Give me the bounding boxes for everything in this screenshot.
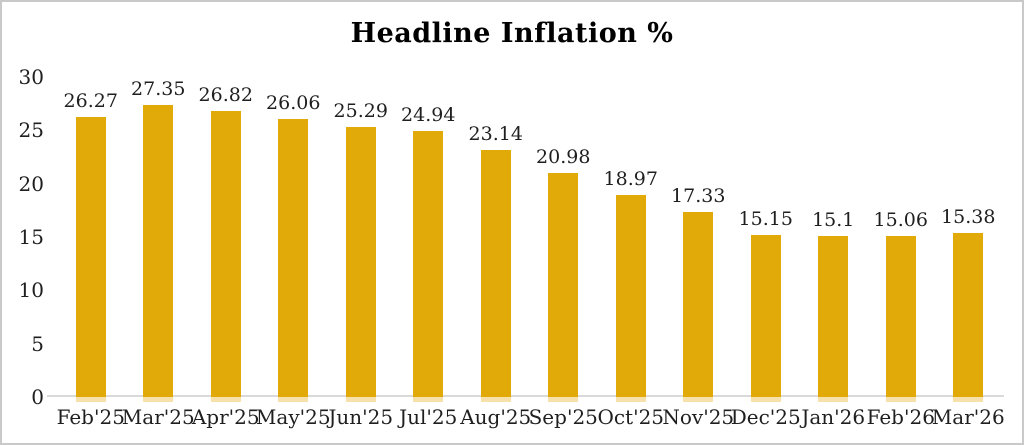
- x-axis-label: Feb'25: [56, 405, 125, 429]
- y-axis-tick-label: 5: [31, 331, 44, 356]
- y-axis-tick-label: 10: [18, 278, 44, 303]
- bar-cell: 26.27 Feb'25: [57, 77, 125, 428]
- bar-value-label: 24.94: [401, 104, 456, 126]
- bar-cell: 15.38 Mar'26: [932, 77, 1005, 428]
- bar-value-label: 23.14: [468, 123, 523, 145]
- bar: [953, 233, 984, 402]
- chart-title: Headline Inflation %: [350, 18, 674, 49]
- bar-cell: 26.82 Apr'25: [192, 77, 260, 428]
- bar: [683, 212, 714, 402]
- x-axis-label: Mar'26: [931, 405, 1005, 429]
- bar-value-label: 27.35: [131, 78, 186, 100]
- bar: [548, 173, 579, 402]
- bar: [750, 235, 781, 402]
- bar-cell: 26.06 May'25: [256, 77, 331, 428]
- x-axis-label: Feb'26: [866, 405, 935, 429]
- y-axis-tick-label: 0: [31, 385, 44, 409]
- y-axis-tick-label: 20: [18, 171, 44, 196]
- bar-value-label: 15.38: [941, 206, 996, 228]
- bar-cell: 17.33 Nov'25: [662, 77, 734, 428]
- bar: [413, 131, 444, 402]
- x-axis-label: Sep'25: [528, 405, 598, 429]
- bar-cell: 27.35 Mar'25: [122, 77, 195, 428]
- bar-value-label: 26.06: [266, 92, 321, 114]
- x-axis-label: Nov'25: [662, 405, 735, 429]
- bar-cell: 15.06 Feb'26: [867, 77, 935, 428]
- bar: [278, 119, 309, 402]
- bar-cell: 23.14 Aug'25: [460, 77, 531, 428]
- bar-value-label: 25.29: [333, 100, 388, 122]
- x-axis-label: Aug'25: [460, 405, 532, 429]
- bar-value-label: 17.33: [671, 185, 726, 207]
- x-axis-label: Apr'25: [191, 405, 260, 429]
- x-axis-label: Jan'26: [801, 405, 866, 429]
- x-axis-label: Jul'25: [399, 405, 458, 429]
- x-axis-label: Oct'25: [597, 405, 665, 429]
- bar-cell: 20.98 Sep'25: [529, 77, 598, 428]
- x-axis-line: [47, 395, 1004, 397]
- bar: [885, 236, 916, 402]
- bar: [210, 111, 241, 402]
- bar-cell: 24.94 Jul'25: [395, 77, 463, 428]
- bar-value-label: 26.82: [198, 84, 253, 106]
- x-axis-label: Dec'25: [730, 405, 801, 429]
- bar-cell: 15.1 Jan'26: [800, 77, 868, 428]
- bar-value-label: 15.1: [812, 209, 855, 231]
- x-axis-label: May'25: [255, 405, 331, 429]
- bar-cell: 25.29 Jun'25: [327, 77, 395, 428]
- bar-value-label: 18.97: [603, 168, 658, 190]
- bar: [75, 117, 106, 402]
- bar: [143, 105, 174, 402]
- bar-value-label: 15.15: [738, 208, 793, 230]
- bar-cell: 18.97 Oct'25: [597, 77, 665, 428]
- bar-value-label: 26.27: [63, 90, 118, 112]
- x-axis-label: Mar'25: [121, 405, 195, 429]
- y-axis-tick-label: 30: [18, 65, 44, 89]
- bar: [345, 127, 376, 402]
- y-axis-tick-label: 25: [18, 118, 44, 143]
- bar: [615, 195, 646, 402]
- x-axis-label: Jun'25: [328, 405, 394, 429]
- bar-cell: 15.15 Dec'25: [731, 77, 801, 428]
- y-axis-tick-label: 15: [18, 225, 44, 249]
- bar-value-label: 15.06: [873, 209, 928, 231]
- plot-area: 26.27 Feb'25 27.35 Mar'25 26.82 Apr'25 26.06 Ma…: [57, 77, 1005, 428]
- bar: [480, 150, 511, 402]
- bar-value-label: 20.98: [536, 146, 591, 168]
- bar: [818, 236, 849, 402]
